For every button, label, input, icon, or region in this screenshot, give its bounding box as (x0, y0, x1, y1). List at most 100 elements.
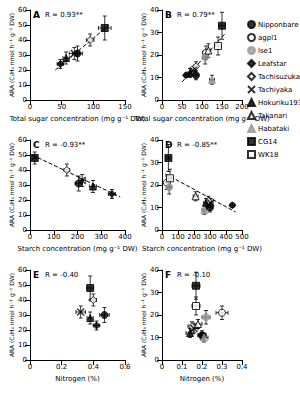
svg-text:Starch concentration (mg g⁻¹ D: Starch concentration (mg g⁻¹ DW) (18, 245, 138, 253)
svg-text:20: 20 (18, 196, 27, 204)
svg-text:40: 40 (18, 296, 27, 304)
svg-text:0: 0 (155, 96, 159, 104)
svg-text:CG14: CG14 (258, 138, 278, 146)
svg-text:ARA (C₂H₄ nmol h⁻¹ g⁻¹ DW): ARA (C₂H₄ nmol h⁻¹ g⁻¹ DW) (8, 13, 16, 97)
svg-text:10: 10 (150, 204, 159, 212)
svg-text:30: 30 (150, 29, 159, 37)
svg-text:B: B (165, 10, 172, 20)
svg-text:100: 100 (195, 103, 208, 111)
svg-text:lse1: lse1 (258, 47, 272, 55)
svg-text:Leafstar: Leafstar (258, 60, 287, 68)
svg-text:10: 10 (18, 211, 27, 219)
svg-text:R = 0.79**: R = 0.79** (177, 11, 215, 19)
svg-text:0: 0 (160, 363, 164, 371)
svg-text:ARA (C₂H₄ nmol h⁻¹ g⁻¹ DW): ARA (C₂H₄ nmol h⁻¹ g⁻¹ DW) (8, 143, 16, 227)
svg-text:0: 0 (23, 356, 27, 364)
svg-text:10: 10 (150, 74, 159, 82)
svg-text:Tachiyaka: Tachiyaka (257, 86, 292, 94)
svg-text:Nipponbare: Nipponbare (258, 21, 299, 29)
svg-text:50: 50 (18, 151, 27, 159)
svg-text:WK18: WK18 (258, 151, 278, 159)
svg-text:100: 100 (171, 233, 184, 241)
svg-text:400: 400 (118, 233, 131, 241)
svg-text:100: 100 (87, 103, 100, 111)
svg-text:0.2: 0.2 (56, 363, 67, 371)
svg-text:Total sugar concentration (mg: Total sugar concentration (mg g⁻¹ DW) (9, 115, 146, 123)
svg-text:Nitrogen (%): Nitrogen (%) (180, 375, 225, 383)
svg-text:R = -0.40: R = -0.40 (45, 271, 78, 279)
svg-text:50: 50 (18, 281, 27, 289)
svg-text:0.6: 0.6 (119, 363, 131, 371)
svg-text:ARA (C₂H₄ nmol h⁻¹ g⁻¹ DW): ARA (C₂H₄ nmol h⁻¹ g⁻¹ DW) (8, 273, 16, 357)
svg-text:60: 60 (18, 136, 27, 144)
svg-text:R = -0.85**: R = -0.85** (177, 141, 218, 149)
svg-text:Hokuriku193: Hokuriku193 (258, 99, 300, 107)
svg-text:40: 40 (18, 36, 27, 44)
svg-text:40: 40 (150, 266, 159, 274)
svg-text:0.2: 0.2 (196, 363, 207, 371)
svg-text:40: 40 (18, 166, 27, 174)
svg-text:0: 0 (28, 233, 32, 241)
svg-text:10: 10 (18, 81, 27, 89)
svg-text:20: 20 (150, 181, 159, 189)
svg-text:Total sugar concentration (mg: Total sugar concentration (mg g⁻¹ DW) (134, 114, 270, 123)
svg-text:500: 500 (235, 233, 248, 241)
svg-text:0: 0 (155, 356, 159, 364)
svg-text:ARA (C₂H₄ nmol h⁻¹ g⁻¹ DW): ARA (C₂H₄ nmol h⁻¹ g⁻¹ DW) (140, 13, 148, 97)
svg-text:20: 20 (18, 326, 27, 334)
svg-text:10: 10 (150, 334, 159, 342)
svg-text:ARA (C₂H₄ nmol h⁻¹ g⁻¹ DW): ARA (C₂H₄ nmol h⁻¹ g⁻¹ DW) (140, 273, 148, 357)
svg-text:30: 30 (18, 311, 27, 319)
svg-text:E: E (33, 270, 39, 280)
svg-text:R = -0.93**: R = -0.93** (45, 141, 86, 149)
svg-text:0: 0 (28, 363, 32, 371)
svg-text:R = -0.10: R = -0.10 (177, 271, 210, 279)
svg-text:10: 10 (18, 341, 27, 349)
svg-text:40: 40 (150, 136, 159, 144)
svg-text:A: A (33, 10, 40, 20)
svg-text:20: 20 (150, 311, 159, 319)
svg-text:30: 30 (18, 181, 27, 189)
svg-text:20: 20 (18, 66, 27, 74)
svg-text:50: 50 (18, 21, 27, 29)
svg-text:0: 0 (28, 103, 32, 111)
svg-text:0.3: 0.3 (216, 363, 227, 371)
svg-text:Nitrogen (%): Nitrogen (%) (55, 375, 100, 383)
svg-text:0: 0 (23, 226, 27, 234)
svg-text:D: D (165, 140, 172, 150)
svg-text:60: 60 (18, 6, 27, 14)
svg-text:C: C (33, 140, 40, 150)
svg-text:60: 60 (18, 266, 27, 274)
svg-text:0: 0 (160, 233, 164, 241)
svg-text:200: 200 (235, 102, 249, 111)
svg-text:Habataki: Habataki (258, 125, 289, 133)
svg-text:R = 0.93**: R = 0.93** (45, 11, 83, 19)
svg-text:300: 300 (95, 233, 108, 241)
svg-text:agpl1: agpl1 (258, 34, 278, 42)
svg-text:200: 200 (71, 233, 84, 241)
svg-text:300: 300 (203, 233, 216, 241)
svg-text:30: 30 (150, 289, 159, 297)
svg-text:0.1: 0.1 (176, 363, 187, 371)
svg-text:Takanari: Takanari (257, 112, 287, 120)
svg-text:0.4: 0.4 (88, 363, 100, 371)
svg-text:100: 100 (47, 233, 60, 241)
svg-text:0: 0 (23, 96, 27, 104)
svg-text:30: 30 (18, 51, 27, 59)
svg-text:200: 200 (187, 233, 200, 241)
svg-text:F: F (165, 270, 171, 280)
svg-text:0.4: 0.4 (236, 363, 248, 371)
svg-text:50: 50 (178, 103, 187, 111)
svg-text:40: 40 (150, 6, 159, 14)
svg-text:Tachisuzuka: Tachisuzuka (257, 73, 300, 81)
svg-text:Starch concentration (mg g⁻¹ D: Starch concentration (mg g⁻¹ DW) (142, 245, 262, 253)
svg-text:30: 30 (150, 159, 159, 167)
svg-text:400: 400 (219, 233, 232, 241)
svg-text:150: 150 (215, 103, 228, 111)
svg-text:ARA (C₂H₄ nmol h⁻¹ g⁻¹ DW): ARA (C₂H₄ nmol h⁻¹ g⁻¹ DW) (140, 143, 148, 227)
svg-text:0: 0 (155, 226, 159, 234)
svg-text:20: 20 (150, 51, 159, 59)
svg-text:150: 150 (118, 103, 131, 111)
svg-text:50: 50 (57, 103, 66, 111)
svg-text:0: 0 (160, 103, 164, 111)
